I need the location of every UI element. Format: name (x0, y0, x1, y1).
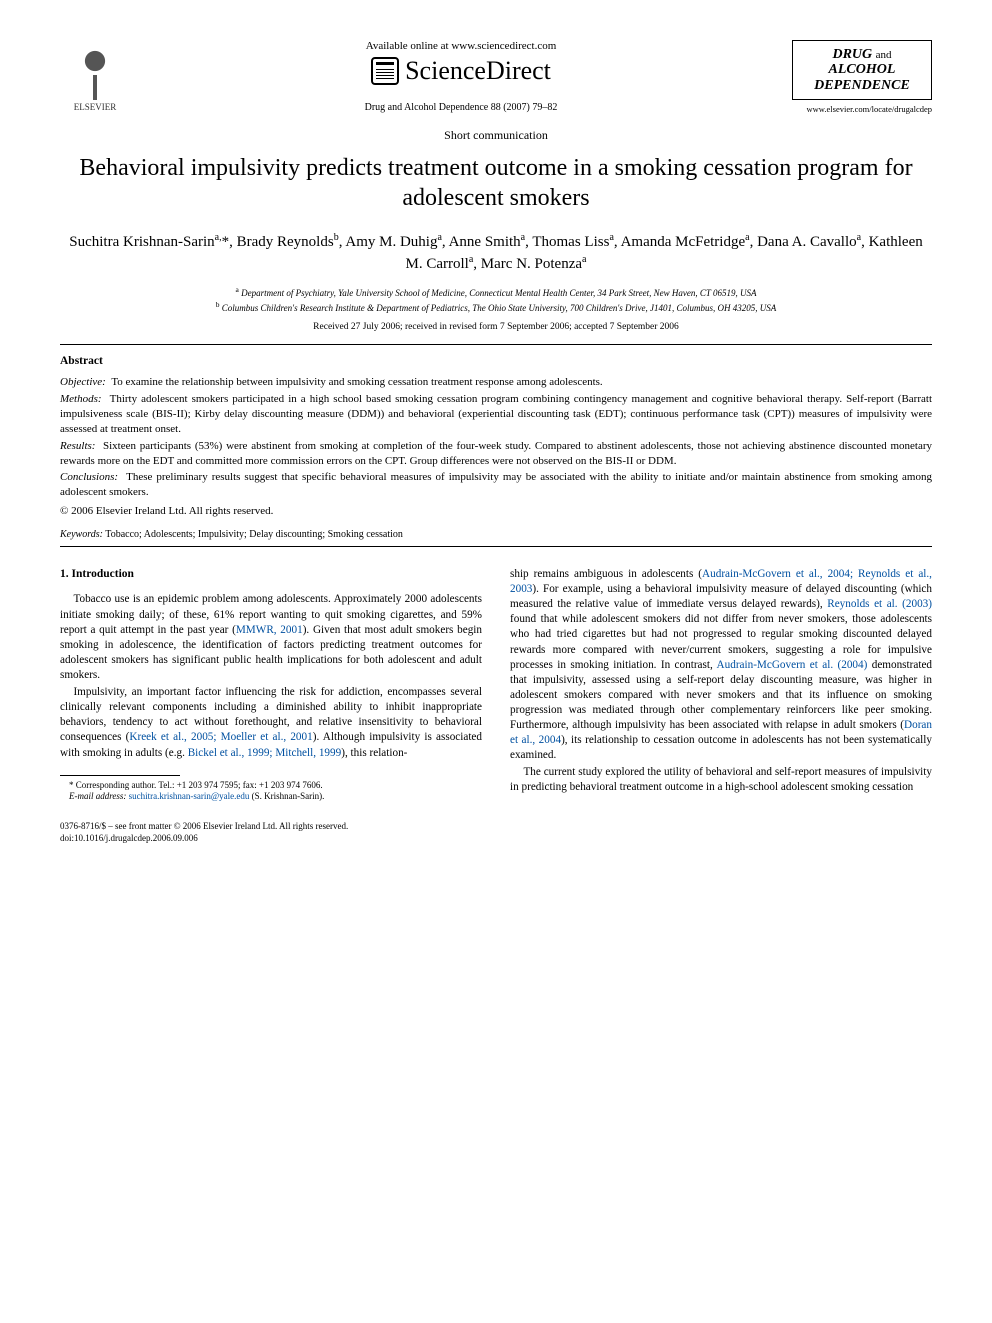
citation-reynolds-2003[interactable]: Reynolds et al. (2003) (827, 598, 932, 610)
journal-logo-line3: DEPENDENCE (814, 78, 910, 93)
conclusions-label: Conclusions: (60, 471, 118, 483)
center-header: Available online at www.sciencedirect.co… (130, 40, 792, 113)
footer-doi: doi:10.1016/j.drugalcdep.2006.09.006 (60, 833, 932, 845)
page-footer: 0376-8716/$ – see front matter © 2006 El… (60, 821, 932, 844)
rule-bottom (60, 546, 932, 547)
intro-para-2b: ship remains ambiguous in adolescents (A… (510, 567, 932, 763)
sciencedirect-brand: ScienceDirect (371, 56, 551, 86)
results-label: Results: (60, 440, 95, 452)
sciencedirect-icon (371, 57, 399, 85)
corresponding-email: E-mail address: suchitra.krishnan-sarin@… (60, 791, 482, 803)
journal-logo: DRUG and ALCOHOL DEPENDENCE (792, 40, 932, 100)
journal-url: www.elsevier.com/locate/drugalcdep (792, 104, 932, 114)
methods-label: Methods: (60, 393, 102, 405)
author-list: Suchitra Krishnan-Sarina,*, Brady Reynol… (60, 231, 932, 275)
conclusions-text: These preliminary results suggest that s… (60, 471, 932, 498)
keywords-label: Keywords: (60, 529, 103, 540)
journal-logo-and: and (876, 49, 892, 61)
email-label: E-mail address: (69, 791, 126, 801)
elsevier-label: ELSEVIER (60, 102, 130, 112)
abstract-block: Objective: To examine the relationship b… (60, 375, 932, 519)
results-text: Sixteen participants (53%) were abstinen… (60, 440, 932, 467)
footer-line-1: 0376-8716/$ – see front matter © 2006 El… (60, 821, 932, 833)
article-dates: Received 27 July 2006; received in revis… (60, 322, 932, 332)
citation-audrain-2004[interactable]: Audrain-McGovern et al. (2004) (717, 659, 868, 671)
sciencedirect-text: ScienceDirect (405, 56, 551, 86)
citation-kreek-moeller[interactable]: Kreek et al., 2005; Moeller et al., 2001 (129, 731, 312, 743)
article-type: Short communication (60, 128, 932, 143)
methods-text: Thirty adolescent smokers participated i… (60, 393, 932, 435)
journal-logo-line2: ALCOHOL (829, 62, 896, 77)
elsevier-logo: ELSEVIER (60, 40, 130, 112)
intro-para-1: Tobacco use is an epidemic problem among… (60, 592, 482, 683)
body-columns: 1. Introduction Tobacco use is an epidem… (60, 567, 932, 803)
footnote-block: * Corresponding author. Tel.: +1 203 974… (60, 775, 482, 803)
affiliation-b: Columbus Children's Research Institute &… (222, 303, 777, 313)
keywords-text: Tobacco; Adolescents; Impulsivity; Delay… (105, 529, 403, 540)
objective-label: Objective: (60, 376, 106, 388)
copyright-text: © 2006 Elsevier Ireland Ltd. All rights … (60, 504, 932, 519)
section-1-heading: 1. Introduction (60, 567, 482, 583)
page-header: ELSEVIER Available online at www.science… (60, 40, 932, 114)
journal-logo-line1: DRUG (832, 47, 872, 62)
corresponding-author: * Corresponding author. Tel.: +1 203 974… (60, 780, 482, 792)
affiliations: a Department of Psychiatry, Yale Univers… (60, 285, 932, 314)
available-online-text: Available online at www.sciencedirect.co… (150, 40, 772, 52)
journal-reference: Drug and Alcohol Dependence 88 (2007) 79… (150, 102, 772, 113)
intro-para-2a: Impulsivity, an important factor influen… (60, 685, 482, 761)
journal-logo-block: DRUG and ALCOHOL DEPENDENCE www.elsevier… (792, 40, 932, 114)
citation-mmwr-2001[interactable]: MMWR, 2001 (236, 624, 303, 636)
article-title: Behavioral impulsivity predicts treatmen… (60, 153, 932, 213)
email-suffix: (S. Krishnan-Sarin). (252, 791, 325, 801)
email-link[interactable]: suchitra.krishnan-sarin@yale.edu (129, 791, 250, 801)
citation-bickel-mitchell[interactable]: Bickel et al., 1999; Mitchell, 1999 (188, 747, 342, 759)
footnote-separator (60, 775, 180, 776)
abstract-heading: Abstract (60, 355, 932, 367)
affiliation-a: Department of Psychiatry, Yale Universit… (241, 288, 756, 298)
keywords: Keywords: Tobacco; Adolescents; Impulsiv… (60, 529, 932, 540)
rule-top (60, 344, 932, 345)
intro-para-3: The current study explored the utility o… (510, 765, 932, 795)
elsevier-tree-icon (65, 40, 125, 100)
objective-text: To examine the relationship between impu… (111, 376, 602, 388)
